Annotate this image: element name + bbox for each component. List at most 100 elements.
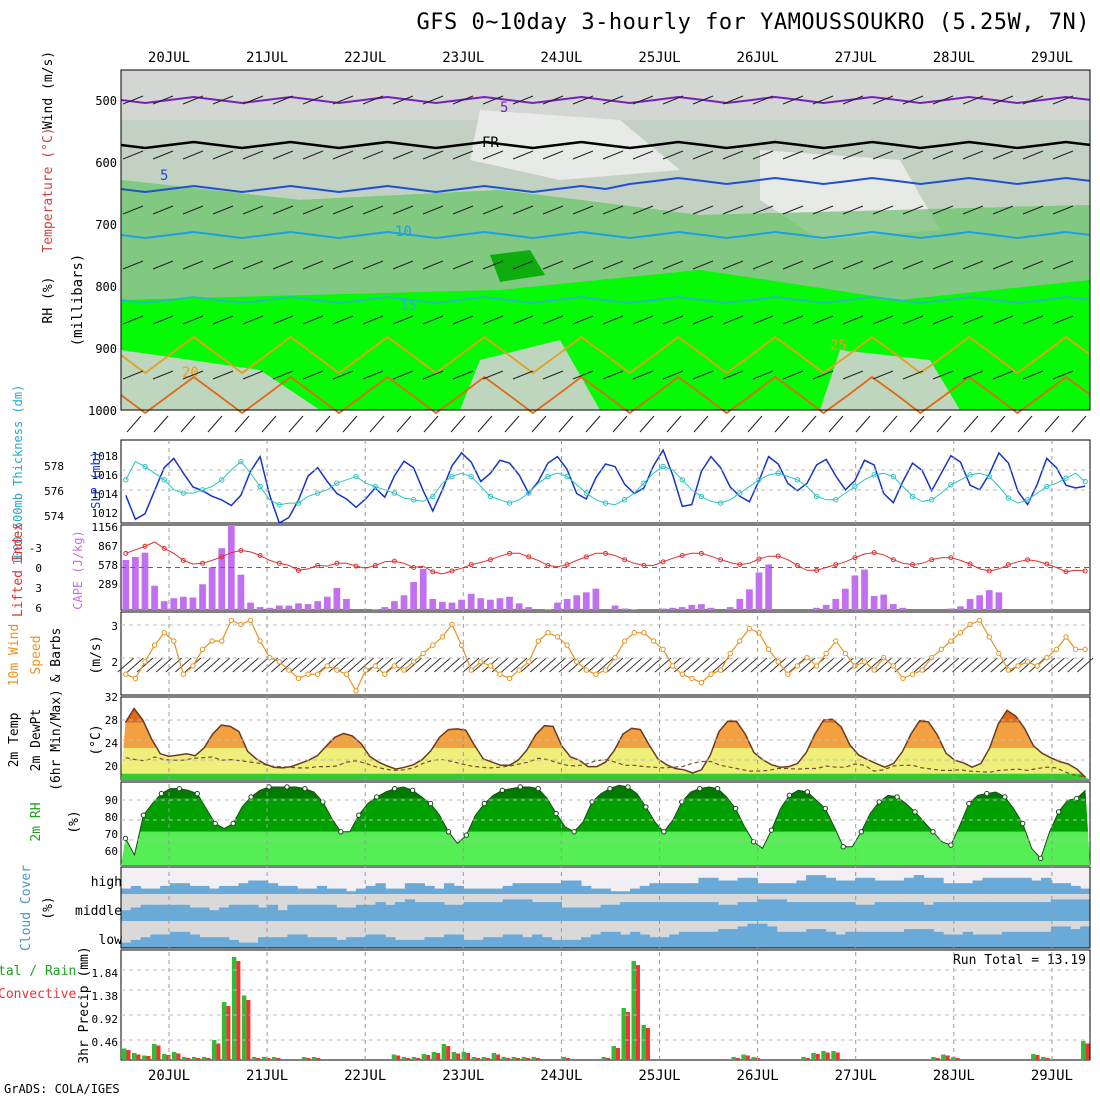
surface-wind-barb: [477, 415, 493, 433]
cloud-bar: [316, 937, 328, 948]
wind-barb: [122, 315, 144, 325]
wind-barb: [270, 657, 288, 673]
wind-speed-marker: [804, 654, 810, 661]
cloud-bar: [346, 907, 357, 921]
bottom-date-label: 24JUL: [540, 1068, 582, 1084]
cloud-bar: [326, 937, 337, 948]
wind-speed-marker: [727, 650, 733, 657]
cape-bar: [957, 606, 964, 610]
cloud-bar: [1011, 877, 1022, 894]
cape-bar: [736, 598, 744, 610]
cloud-bar: [610, 931, 621, 948]
cloud-bar: [532, 902, 543, 921]
cape-bar: [189, 597, 197, 610]
rh-marker: [804, 789, 811, 795]
wind-barb: [242, 315, 264, 325]
wind-barb: [932, 315, 954, 325]
surface-wind-barb: [342, 415, 358, 433]
cloud-bar: [238, 904, 249, 921]
pressure-tick-label: 900: [95, 342, 117, 356]
precip-convective-bar: [156, 1045, 161, 1060]
lifted-index-marker: [564, 562, 570, 568]
thickness-marker: [813, 493, 820, 500]
precip-total-bar: [301, 1057, 307, 1060]
wind-barb: [992, 95, 1014, 105]
cape-bar: [659, 608, 667, 610]
cape-bar: [544, 609, 552, 610]
contour-label: 5: [160, 168, 168, 184]
wind-barb: [242, 95, 264, 105]
cloud-bar: [199, 885, 210, 894]
lifted-index-marker: [468, 562, 474, 568]
cloud-bar: [199, 937, 210, 948]
pressure-tick-label: 1000: [88, 404, 117, 418]
pressure-tick-label: 700: [95, 218, 117, 232]
wind-barb: [962, 315, 984, 325]
cloud-bar: [639, 934, 651, 948]
wind-speed-marker: [458, 642, 465, 648]
wind-speed-marker: [669, 663, 676, 669]
wind-barb: [568, 657, 586, 673]
cloud-bar: [767, 899, 778, 921]
thickness-marker: [660, 463, 666, 470]
cloud-bar: [855, 904, 866, 921]
cloud-bar: [404, 883, 416, 894]
wind-barb: [616, 657, 634, 673]
wind-speed-marker: [554, 634, 561, 640]
cloud-bar: [512, 899, 523, 921]
lifted-index-tick-label: 3: [35, 582, 42, 595]
cloud-bar: [140, 904, 151, 921]
cloud-bar: [649, 902, 660, 921]
wind-barb: [962, 370, 984, 380]
surface-wind-barb: [801, 415, 817, 433]
wind-barb: [194, 657, 211, 673]
surface-wind-barb: [990, 415, 1006, 433]
cape-bar: [208, 567, 216, 610]
cape-bar: [592, 588, 600, 610]
wind-barb: [182, 205, 204, 215]
rh-marker: [876, 799, 882, 805]
wind-speed-marker: [842, 650, 849, 657]
surface-wind-barb: [855, 415, 871, 433]
cloud-bar: [316, 885, 328, 894]
wind-speed-marker: [276, 659, 283, 665]
precip-convective-bar: [176, 1053, 181, 1060]
cloud-bar: [1060, 926, 1071, 948]
precip-convective-bar: [945, 1055, 950, 1060]
cape-bar: [448, 602, 456, 610]
precip-total-bar: [141, 1055, 147, 1060]
cloud-bar: [835, 902, 846, 921]
wind-barb: [272, 205, 294, 215]
wind-speed-marker: [487, 663, 494, 669]
cape-bar: [122, 560, 130, 610]
cloud-bar: [502, 934, 514, 948]
thickness-marker: [852, 483, 858, 490]
wind-barb: [872, 150, 894, 160]
rh-marker: [302, 785, 308, 792]
lifted-index-marker: [737, 562, 743, 568]
wind-barb: [962, 150, 984, 160]
wind-barb: [299, 657, 317, 673]
cape-frame: [120, 524, 1091, 611]
thickness-marker: [410, 497, 417, 503]
wind-barb: [422, 315, 444, 325]
thickness-marker: [794, 477, 801, 483]
thickness-marker: [468, 473, 474, 480]
precip-convective-bar: [146, 1056, 151, 1060]
wind-speed-marker: [1053, 646, 1060, 653]
surface-wind-barb: [288, 415, 304, 433]
cloud-bar: [169, 883, 181, 894]
wind-barb: [662, 315, 684, 325]
precip-tick-label: 0.46: [92, 1036, 119, 1049]
precip-convective-bar: [476, 1058, 481, 1060]
wind-barb: [422, 95, 444, 105]
wind-barb: [654, 657, 672, 673]
lifted-index-marker: [411, 565, 417, 570]
slp-tick-label: 1012: [92, 507, 119, 520]
cloud-bar: [737, 926, 748, 948]
cloud-bar: [727, 880, 739, 894]
cloud-bar: [786, 883, 797, 894]
cloud-bar: [688, 931, 699, 948]
cloud-bar: [796, 931, 807, 948]
cloud-bar: [581, 907, 592, 921]
